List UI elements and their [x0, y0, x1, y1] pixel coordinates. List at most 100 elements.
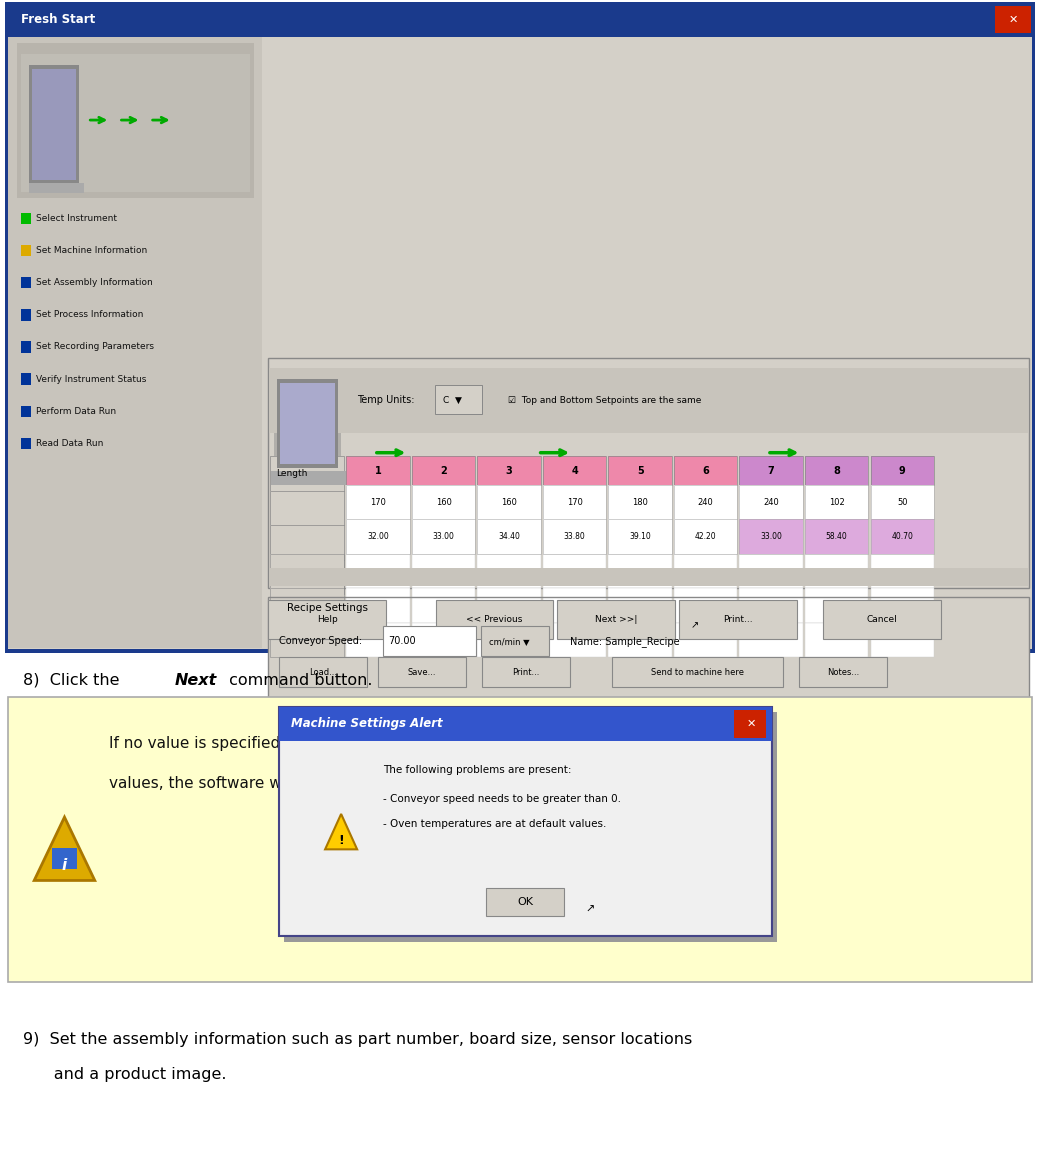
FancyBboxPatch shape: [435, 386, 482, 415]
FancyBboxPatch shape: [543, 485, 606, 519]
Bar: [270, 623, 344, 657]
Text: ↗: ↗: [691, 620, 699, 630]
FancyBboxPatch shape: [268, 593, 1029, 646]
Text: Read Data Run: Read Data Run: [36, 439, 104, 448]
Text: Temp Units:: Temp Units:: [357, 395, 414, 406]
FancyBboxPatch shape: [21, 277, 31, 288]
Bar: [270, 491, 344, 525]
Text: 39.10: 39.10: [629, 532, 651, 541]
Text: 102: 102: [829, 498, 844, 507]
FancyBboxPatch shape: [995, 6, 1031, 33]
Text: Help: Help: [317, 615, 338, 624]
Text: ✕: ✕: [746, 719, 756, 728]
Bar: [608, 588, 672, 623]
FancyBboxPatch shape: [270, 623, 344, 657]
FancyBboxPatch shape: [739, 554, 803, 588]
Bar: [482, 657, 570, 687]
FancyBboxPatch shape: [347, 748, 705, 780]
FancyBboxPatch shape: [608, 456, 672, 485]
FancyBboxPatch shape: [277, 379, 338, 468]
FancyBboxPatch shape: [279, 657, 367, 687]
FancyBboxPatch shape: [805, 588, 868, 623]
Bar: [674, 519, 737, 554]
Text: 34.40: 34.40: [498, 532, 520, 541]
Text: 6: 6: [702, 465, 709, 476]
FancyBboxPatch shape: [8, 697, 1032, 982]
FancyBboxPatch shape: [29, 183, 84, 193]
FancyBboxPatch shape: [270, 588, 344, 623]
Bar: [270, 560, 344, 594]
Bar: [412, 623, 475, 657]
FancyBboxPatch shape: [477, 485, 541, 519]
FancyBboxPatch shape: [5, 2, 1035, 653]
Bar: [477, 485, 541, 519]
Text: 5: 5: [636, 465, 644, 476]
Text: Send to machine here: Send to machine here: [651, 668, 744, 677]
Text: Next >>|: Next >>|: [595, 615, 638, 624]
Bar: [674, 554, 737, 588]
FancyBboxPatch shape: [270, 456, 344, 491]
Bar: [487, 888, 565, 916]
Bar: [270, 554, 344, 588]
FancyBboxPatch shape: [346, 554, 410, 588]
Bar: [674, 588, 737, 623]
FancyBboxPatch shape: [543, 456, 606, 485]
Text: Name: Sample_Recipe: Name: Sample_Recipe: [570, 635, 679, 647]
Bar: [435, 386, 482, 415]
FancyBboxPatch shape: [674, 588, 737, 623]
Bar: [543, 485, 606, 519]
FancyBboxPatch shape: [32, 69, 76, 180]
Bar: [279, 707, 772, 936]
FancyBboxPatch shape: [269, 368, 1028, 433]
Bar: [608, 485, 672, 519]
Text: Cancel: Cancel: [867, 615, 898, 624]
Text: i: i: [61, 858, 68, 873]
Bar: [674, 456, 737, 485]
FancyBboxPatch shape: [412, 588, 475, 623]
Text: 7: 7: [768, 465, 775, 476]
Text: 240: 240: [763, 498, 779, 507]
Text: ↗: ↗: [584, 905, 595, 915]
FancyBboxPatch shape: [557, 600, 675, 639]
FancyBboxPatch shape: [270, 525, 344, 560]
Bar: [543, 456, 606, 485]
FancyBboxPatch shape: [280, 383, 335, 464]
Bar: [608, 554, 672, 588]
FancyBboxPatch shape: [21, 213, 31, 224]
FancyBboxPatch shape: [346, 623, 410, 657]
FancyBboxPatch shape: [412, 554, 475, 588]
Text: 42.20: 42.20: [695, 532, 717, 541]
Bar: [346, 588, 410, 623]
FancyBboxPatch shape: [608, 623, 672, 657]
Bar: [270, 456, 344, 491]
Text: ✕: ✕: [1008, 15, 1018, 24]
FancyBboxPatch shape: [346, 485, 410, 519]
FancyBboxPatch shape: [739, 485, 803, 519]
Text: ▼: ▼: [713, 759, 720, 769]
Text: cm/min ▼: cm/min ▼: [489, 637, 529, 646]
Bar: [412, 485, 475, 519]
FancyBboxPatch shape: [21, 245, 31, 256]
Text: Save...: Save...: [408, 668, 436, 677]
FancyBboxPatch shape: [487, 888, 564, 916]
FancyBboxPatch shape: [543, 588, 606, 623]
FancyBboxPatch shape: [281, 741, 770, 934]
Text: Edit...: Edit...: [775, 815, 802, 824]
FancyBboxPatch shape: [271, 471, 346, 485]
FancyBboxPatch shape: [346, 456, 410, 485]
FancyBboxPatch shape: [482, 657, 570, 687]
FancyBboxPatch shape: [870, 519, 934, 554]
Bar: [477, 623, 541, 657]
Text: !: !: [338, 834, 344, 847]
FancyBboxPatch shape: [870, 554, 934, 588]
FancyBboxPatch shape: [674, 485, 737, 519]
Bar: [346, 554, 410, 588]
Bar: [805, 588, 868, 623]
FancyBboxPatch shape: [268, 358, 1029, 588]
FancyBboxPatch shape: [29, 65, 79, 184]
FancyBboxPatch shape: [805, 485, 868, 519]
Text: 33.00: 33.00: [760, 532, 782, 541]
FancyBboxPatch shape: [8, 6, 1032, 649]
Bar: [870, 554, 934, 588]
Bar: [543, 554, 606, 588]
